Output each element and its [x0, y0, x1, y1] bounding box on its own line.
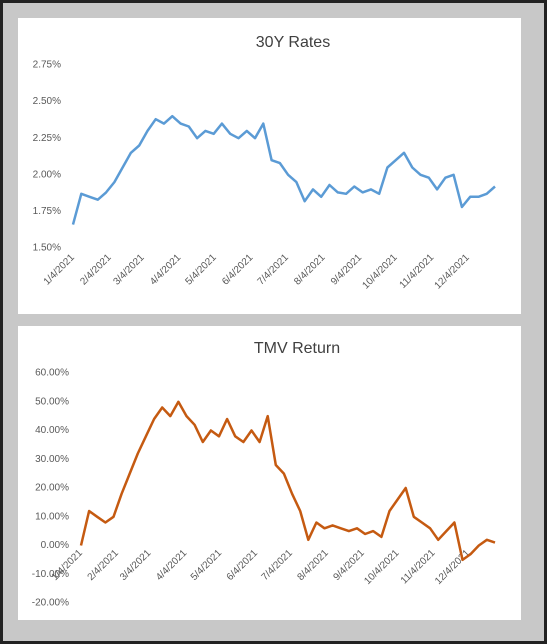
line	[79, 400, 496, 562]
y-tick-label: 1.75%	[33, 206, 61, 217]
charts: 30Y Rates 1.50% 1.75% 2.00% 2.25% 2.50% 2.75% 1…	[18, 18, 521, 620]
chart-title: TMV Return	[254, 340, 340, 357]
panel	[18, 18, 521, 314]
panel	[18, 326, 521, 620]
y-tick-label: 2.75%	[33, 60, 61, 71]
y-tick-label: 1.50%	[33, 243, 61, 254]
line	[71, 114, 496, 225]
y-tick-label: 30.00%	[35, 454, 69, 465]
y-tick-label: 60.00%	[35, 368, 69, 379]
y-tick-label: 20.00%	[35, 483, 69, 494]
y-tick-label: 40.00%	[35, 425, 69, 436]
y-tick-label: 10.00%	[35, 511, 69, 522]
y-tick-label: 0.00%	[41, 540, 69, 551]
y-tick-label: 2.50%	[33, 96, 61, 107]
y-tick-label: -20.00%	[32, 598, 69, 609]
y-tick-label: 2.00%	[33, 169, 61, 180]
y-tick-label: 2.25%	[33, 133, 61, 144]
chart-title: 30Y Rates	[256, 34, 330, 51]
y-tick-label: -10.00%	[32, 569, 69, 580]
y-tick-label: 50.00%	[35, 396, 69, 407]
